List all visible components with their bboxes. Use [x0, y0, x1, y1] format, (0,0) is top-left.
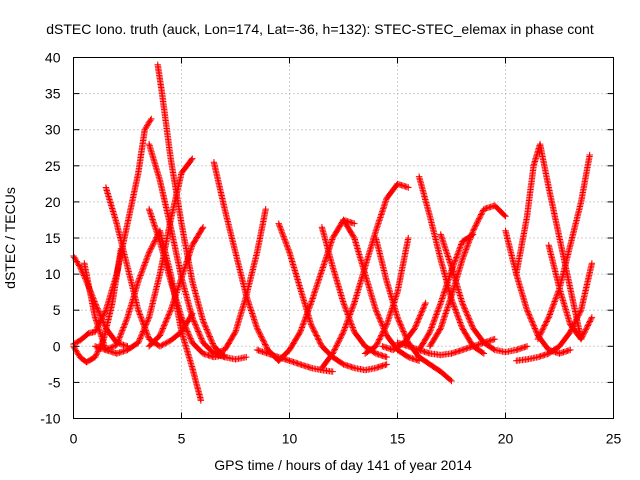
series-pass-10	[154, 61, 250, 363]
axis-ticks: 0 5 10 15 20 25 -10 -5 0 5 10 15 20 25 30 35 40	[40, 50, 621, 447]
series-pass-31	[545, 242, 596, 343]
series-pass-17	[318, 180, 412, 372]
y-tick-label: -5	[48, 374, 61, 390]
x-axis-label: GPS time / hours of day 141 of year 2014	[214, 457, 472, 473]
series-pass-04	[70, 115, 155, 348]
x-tick-label: 0	[70, 431, 78, 447]
y-axis-label: dSTEC / TECUs	[2, 187, 18, 289]
x-tick-label: 20	[498, 431, 514, 447]
y-tick-label: -10	[40, 411, 60, 427]
x-tick-label: 25	[606, 431, 622, 447]
y-tick-label: 10	[45, 266, 61, 282]
series-pass-30	[534, 151, 593, 343]
chart-title: dSTEC Iono. truth (auck, Lon=174, Lat=-3…	[46, 21, 594, 37]
series-pass-24	[426, 202, 509, 350]
y-tick-label: 35	[45, 86, 61, 102]
x-tick-label: 15	[390, 431, 406, 447]
series-pass-27	[502, 227, 574, 357]
y-tick-label: 20	[45, 194, 61, 210]
series-pass-09	[145, 224, 207, 350]
series-pass-12	[210, 205, 269, 357]
x-tick-label: 10	[282, 431, 298, 447]
y-tick-label: 40	[45, 50, 61, 66]
y-tick-label: 30	[45, 122, 61, 138]
series-pass-07	[145, 140, 228, 361]
y-tick-label: 0	[53, 338, 61, 354]
series-pass-11	[210, 159, 282, 364]
series-pass-25	[415, 173, 488, 357]
x-tick-label: 5	[178, 431, 186, 447]
series-pass-15	[275, 216, 358, 364]
series-pass-18	[340, 216, 423, 364]
y-tick-label: 5	[53, 302, 61, 318]
series-pass-08	[145, 205, 228, 361]
series-pass-26	[437, 231, 531, 356]
y-tick-label: 25	[45, 158, 61, 174]
y-tick-label: 15	[45, 230, 61, 246]
data-series	[70, 61, 596, 404]
